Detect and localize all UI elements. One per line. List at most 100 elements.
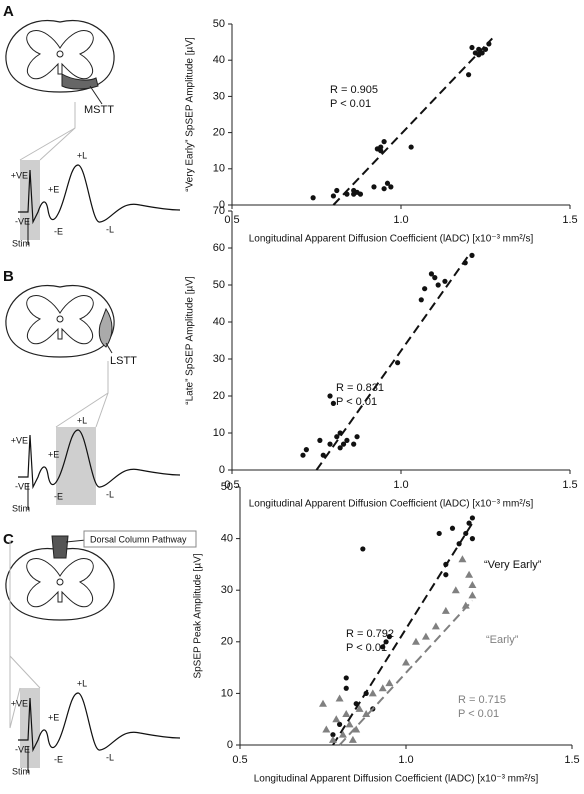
y-tick-label: 20 xyxy=(213,127,225,139)
annotation: P < 0.01 xyxy=(458,708,499,720)
point xyxy=(469,515,475,521)
point xyxy=(335,694,344,702)
y-tick-label: 30 xyxy=(221,584,233,596)
x-tick-label: 1.0 xyxy=(398,754,413,766)
y-tick-label: 0 xyxy=(227,739,233,751)
point xyxy=(360,546,366,552)
panel-letter: A xyxy=(3,3,14,20)
point xyxy=(381,139,387,145)
x-tick-label: 1.0 xyxy=(393,479,408,491)
point xyxy=(363,690,369,697)
wave-label: -L xyxy=(106,489,114,499)
y-tick-label: 20 xyxy=(221,636,233,648)
point xyxy=(327,441,333,447)
point xyxy=(355,704,364,712)
x-tick-label: 1.5 xyxy=(562,214,577,226)
point xyxy=(330,400,336,406)
point xyxy=(449,525,456,531)
point xyxy=(348,735,357,743)
tract-label: Dorsal Column Pathway xyxy=(90,534,187,544)
y-tick-label: 20 xyxy=(213,390,225,402)
point xyxy=(378,684,387,692)
point xyxy=(328,735,337,743)
point xyxy=(383,639,389,645)
point xyxy=(344,191,350,197)
point xyxy=(486,41,492,47)
point xyxy=(385,679,394,687)
point xyxy=(402,658,410,666)
point xyxy=(371,184,377,190)
point xyxy=(362,710,371,718)
point xyxy=(368,689,377,697)
annotation: R = 0.792 xyxy=(346,628,394,640)
point xyxy=(469,252,475,258)
y-tick-label: 10 xyxy=(213,163,225,175)
y-tick-label: 30 xyxy=(213,353,225,365)
point xyxy=(334,187,340,194)
wave-label: -VE xyxy=(15,216,30,226)
fit-line xyxy=(315,254,470,471)
y-tick-label: 70 xyxy=(213,205,225,217)
point xyxy=(378,148,384,154)
annotation: R = 0.715 xyxy=(458,694,506,706)
point xyxy=(469,536,475,542)
point xyxy=(320,452,326,458)
point xyxy=(327,393,333,399)
y-tick-label: 30 xyxy=(213,90,225,102)
point xyxy=(432,275,438,281)
leader xyxy=(65,539,87,543)
wave-label: Stim xyxy=(12,238,30,248)
fit-line xyxy=(332,522,474,746)
point xyxy=(384,180,391,186)
point xyxy=(466,520,472,526)
point xyxy=(408,144,414,150)
connector xyxy=(9,655,41,689)
spinal-cord: MSTT +VE +E -VE -E +L -L Stim xyxy=(5,19,181,248)
wave-label: +VE xyxy=(11,435,28,445)
connector xyxy=(39,127,76,161)
central-canal xyxy=(56,315,64,323)
leader xyxy=(89,85,103,105)
point xyxy=(421,632,430,640)
point xyxy=(476,52,482,58)
connector xyxy=(19,102,76,161)
wave-label: -L xyxy=(106,224,114,234)
connector xyxy=(9,540,21,729)
tract-label: MSTT xyxy=(84,104,114,116)
point xyxy=(332,715,341,723)
wave-label: -VE xyxy=(15,481,30,491)
point xyxy=(436,530,442,537)
spinal-cord: Dorsal Column Pathway +VE +E -VE -E +L -L Stim xyxy=(5,530,197,776)
wave-label: Stim xyxy=(12,503,30,513)
point xyxy=(344,437,350,443)
spinal-cord: LSTT +VE +E -VE -E +L -L Stim xyxy=(5,284,181,513)
wave-label: +E xyxy=(48,449,59,459)
tract xyxy=(98,307,113,348)
point xyxy=(458,555,467,563)
point xyxy=(431,622,440,630)
y-tick-label: 10 xyxy=(213,427,225,439)
point xyxy=(443,561,449,568)
wave-label: -E xyxy=(54,491,63,501)
legend-label: “Very Early” xyxy=(484,559,542,571)
y-tick-label: 50 xyxy=(213,279,225,291)
tract xyxy=(51,535,69,559)
point xyxy=(354,434,360,440)
central-canal xyxy=(56,578,64,586)
highlight xyxy=(20,160,40,240)
point xyxy=(463,530,469,537)
wave-label: -L xyxy=(106,752,114,762)
y-axis-label: “Very Early” SpSEP Amplitude [µV] xyxy=(185,37,196,192)
y-tick-label: 50 xyxy=(221,481,233,493)
point xyxy=(441,606,450,614)
point xyxy=(422,286,428,292)
x-tick-label: 0.5 xyxy=(224,479,239,491)
annotation: P < 0.01 xyxy=(330,98,371,110)
wave-label: -E xyxy=(54,226,63,236)
wave-label: -VE xyxy=(15,744,30,754)
y-tick-label: 40 xyxy=(221,533,233,545)
waveform xyxy=(18,164,181,225)
point xyxy=(352,725,361,733)
x-axis-label: Longitudinal Apparent Diffusion Coeffici… xyxy=(249,234,534,245)
point xyxy=(411,637,420,645)
